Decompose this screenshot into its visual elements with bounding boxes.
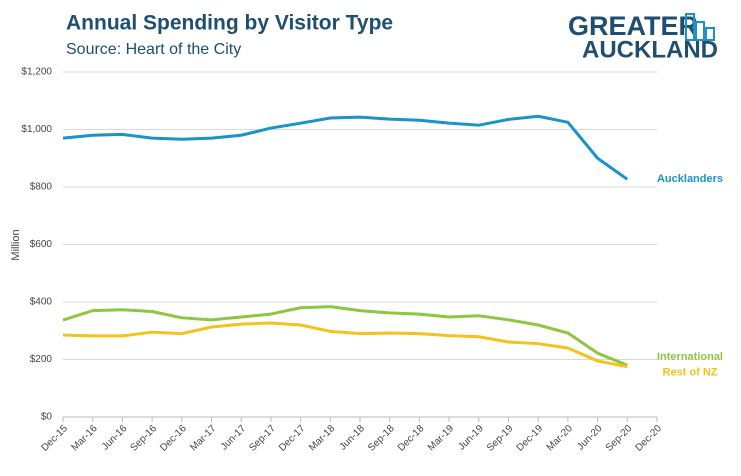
- y-tick-label: $600: [30, 239, 53, 250]
- x-tick-label: Sep-19: [485, 423, 516, 454]
- logo-building: [695, 21, 705, 41]
- x-tick-label: Jun-20: [575, 423, 605, 453]
- series-line: [62, 321, 628, 369]
- y-tick-label: $200: [30, 354, 53, 365]
- x-tick-label: Dec-20: [633, 423, 664, 454]
- y-tick-label: $1,000: [21, 124, 52, 135]
- logo-building: [685, 13, 695, 41]
- x-tick-label: Jun-16: [100, 423, 130, 453]
- x-tick-label: Mar-19: [426, 423, 456, 453]
- logo-building: [705, 27, 715, 41]
- x-tick-label: Sep-18: [366, 423, 397, 454]
- series-line: [62, 305, 628, 367]
- x-tick-label: Mar-16: [70, 423, 100, 453]
- logo: GREATER AUCKLAND: [568, 11, 718, 63]
- x-tick-label: Dec-18: [396, 423, 427, 454]
- y-tick-label: $400: [30, 297, 53, 308]
- series-line: [62, 114, 629, 181]
- x-tick-label: Sep-20: [604, 423, 635, 454]
- y-tick-label: $1,200: [21, 67, 52, 78]
- x-tick-label: Dec-15: [39, 423, 70, 454]
- x-tick-label: Dec-19: [515, 423, 546, 454]
- chart-subtitle: Source: Heart of the City: [66, 41, 241, 58]
- x-tick-label: Dec-16: [158, 423, 189, 454]
- x-tick-label: Mar-18: [307, 423, 337, 453]
- x-tick-label: Jun-19: [456, 423, 486, 453]
- x-tick-label: Jun-18: [338, 423, 368, 453]
- y-tick-label: $0: [41, 412, 53, 423]
- y-axis-label: Million: [10, 229, 22, 260]
- y-tick-label: $800: [30, 182, 53, 193]
- logo-text: GREATER: [568, 11, 698, 41]
- chart-title: Annual Spending by Visitor Type: [66, 12, 393, 35]
- x-tick-label: Dec-17: [277, 423, 308, 454]
- x-tick-label: Sep-17: [247, 423, 278, 454]
- x-tick-label: Sep-16: [129, 423, 160, 454]
- series-label: Rest of NZ: [663, 367, 718, 379]
- series-label: International: [657, 351, 723, 363]
- series-label: Aucklanders: [657, 173, 723, 185]
- x-tick-label: Mar-20: [545, 423, 575, 453]
- x-tick-label: Mar-17: [188, 423, 218, 453]
- x-tick-label: Jun-17: [219, 423, 249, 453]
